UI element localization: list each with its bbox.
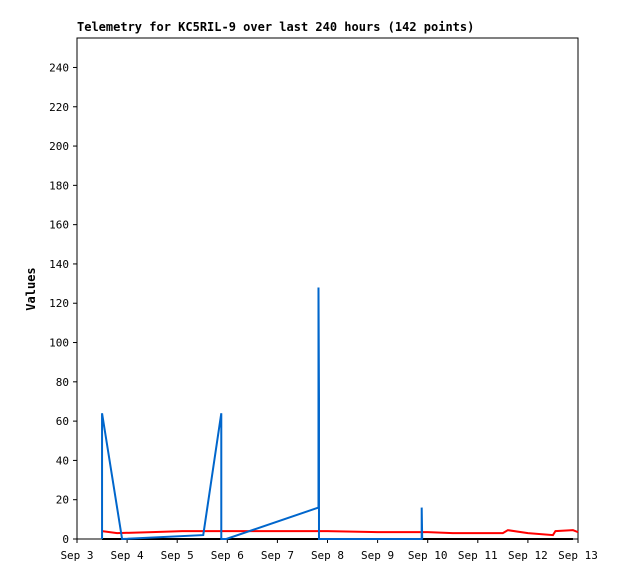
y-tick-label: 180	[49, 179, 69, 192]
y-tick-label: 0	[62, 533, 69, 546]
x-tick-label: Sep 9	[361, 549, 394, 562]
y-tick-label: 60	[56, 415, 69, 428]
y-tick-label: 100	[49, 337, 69, 350]
x-tick-label: Sep 3	[60, 549, 93, 562]
y-tick-label: 140	[49, 258, 69, 271]
x-tick-label: Sep 4	[111, 549, 144, 562]
x-tick-label: Sep 6	[211, 549, 244, 562]
y-tick-label: 240	[49, 61, 69, 74]
x-tick-label: Sep 5	[161, 549, 194, 562]
y-tick-label: 200	[49, 140, 69, 153]
x-tick-label: Sep 10	[408, 549, 448, 562]
x-tick-label: Sep 11	[458, 549, 498, 562]
y-tick-label: 80	[56, 376, 69, 389]
y-tick-label: 220	[49, 101, 69, 114]
y-tick-label: 120	[49, 297, 69, 310]
y-tick-label: 160	[49, 219, 69, 232]
chart-title: Telemetry for KC5RIL-9 over last 240 hou…	[77, 20, 474, 34]
x-tick-label: Sep 7	[261, 549, 294, 562]
data-line	[101, 287, 424, 541]
x-tick-label: Sep 13	[558, 549, 598, 562]
y-axis-label: Values	[24, 267, 38, 310]
data-line	[101, 529, 579, 537]
plot-frame	[76, 37, 579, 540]
x-tick-label: Sep 8	[311, 549, 344, 562]
y-tick-label: 20	[56, 494, 69, 507]
x-tick-label: Sep 12	[508, 549, 548, 562]
y-tick-label: 40	[56, 454, 69, 467]
